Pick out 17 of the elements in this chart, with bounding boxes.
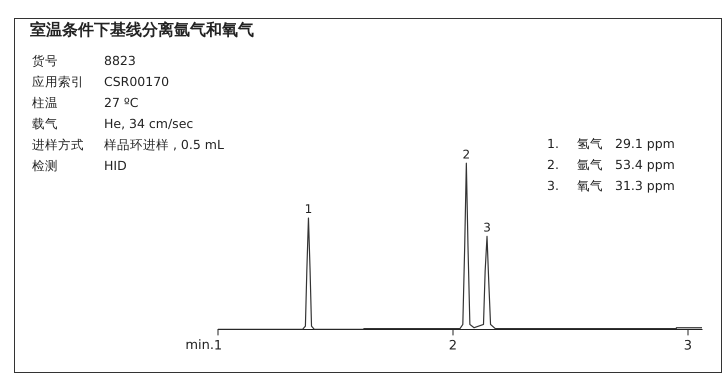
- chart-title: 室温条件下基线分离氩气和氧气: [30, 20, 254, 41]
- x-tick-label: 2: [448, 338, 458, 354]
- text: 柱温 27 ºC: [32, 95, 138, 110]
- text: 检测 HID: [32, 158, 127, 173]
- text: 3. 氧气 31.3 ppm: [547, 178, 675, 193]
- x-tick-label: 1: [214, 338, 222, 354]
- text: 进样方式 样品环进样 , 0.5 mL: [32, 137, 224, 152]
- text: 货号 8823: [32, 53, 136, 68]
- text: 应用索引 CSR00170: [32, 74, 170, 89]
- annotation: 2: [462, 147, 470, 162]
- annotation: 3: [483, 220, 491, 234]
- x-axis-title: min.: [185, 338, 214, 353]
- text: 1. 氢气 29.1 ppm: [547, 136, 675, 151]
- annotation: 1: [304, 202, 312, 216]
- text: 2. 氩气 53.4 ppm: [547, 157, 675, 172]
- text: 载气 He, 34 cm/sec: [32, 116, 194, 131]
- x-tick-label: 3: [684, 338, 692, 354]
